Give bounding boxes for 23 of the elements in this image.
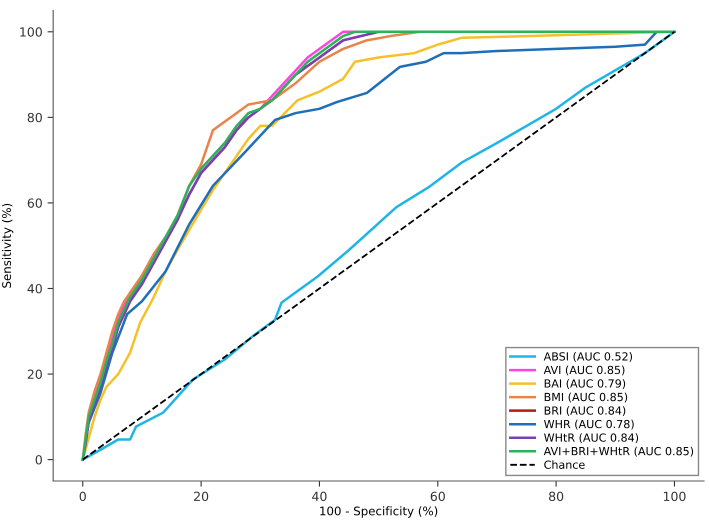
x-tick-label: 40 xyxy=(312,492,327,502)
y-tick-label: 40 xyxy=(27,284,42,294)
legend-label: WHtR (AUC 0.84) xyxy=(544,433,638,444)
legend-label: Chance xyxy=(544,460,585,469)
y-tick-label: 20 xyxy=(28,370,42,379)
x-tick-label: 100 xyxy=(664,492,686,502)
x-tick-label: 20 xyxy=(194,492,208,502)
legend-label: BMI (AUC 0.85) xyxy=(544,392,628,402)
y-axis-title: Sensitivity (%) xyxy=(2,204,14,288)
legend-label: AVI+BRI+WHtR (AUC 0.85) xyxy=(544,446,694,457)
y-tick-label: 60 xyxy=(28,198,42,208)
x-tick-label: 60 xyxy=(430,492,445,502)
x-tick-label: 80 xyxy=(549,492,564,502)
y-tick-label: 100 xyxy=(20,27,42,37)
x-tick-label: 0 xyxy=(80,492,86,502)
legend-label: WHR (AUC 0.78) xyxy=(544,420,634,430)
legend-label: ABSI (AUC 0.52) xyxy=(544,352,632,362)
legend-label: AVI (AUC 0.85) xyxy=(544,366,624,376)
y-tick-label: 0 xyxy=(36,455,42,465)
y-tick-label: 80 xyxy=(28,112,42,122)
legend-label: BAI (AUC 0.79) xyxy=(544,379,626,389)
legend-label: BRI (AUC 0.84) xyxy=(544,406,626,416)
x-axis-title: 100 - Specificity (%) xyxy=(320,506,438,518)
